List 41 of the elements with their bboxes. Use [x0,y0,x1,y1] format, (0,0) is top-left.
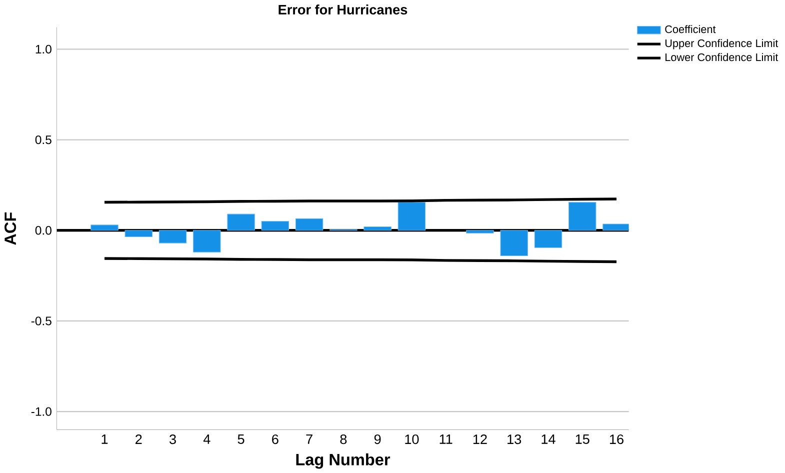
legend-label: Coefficient [665,25,716,33]
y-tick-label: 1.0 [36,44,52,54]
bar [466,230,494,234]
x-tick-label: 5 [238,434,244,444]
bar [158,230,187,244]
y-tick-label: 0.0 [35,226,52,235]
x-tick-label: 7 [306,434,312,444]
bar [124,230,152,237]
x-tick-label: 13 [508,434,522,444]
legend-label: Upper Confidence Limit [665,38,778,50]
x-tick-label: 10 [405,434,419,444]
x-tick-label: 16 [610,434,624,444]
bar [364,226,392,231]
x-tick-label: 6 [272,434,278,444]
x-tick-label: 15 [576,434,590,444]
x-tick-label: 3 [170,434,176,444]
bar [90,224,118,231]
bar [295,218,324,231]
bar [261,220,290,231]
x-tick-label: 9 [374,434,381,444]
bar [602,224,629,231]
chart-title: Error for Hurricanes [278,4,408,14]
x-tick-label: 14 [542,434,556,444]
bar [193,230,221,252]
bar [398,202,426,231]
x-tick-label: 2 [136,434,142,444]
x-tick-label: 4 [203,434,210,444]
bar [534,230,562,248]
x-tick-label: 8 [340,434,347,444]
bar [500,230,528,256]
y-axis-title: ACF [4,212,16,245]
bar [227,214,255,231]
x-axis-title: Lag Number [296,453,390,469]
y-tick-label: -1.0 [31,407,52,416]
y-tick-label: 0.5 [35,135,52,144]
x-tick-label: 11 [440,434,452,444]
x-tick-label: 1 [102,434,108,444]
bar [568,202,596,231]
x-tick-label: 12 [473,434,487,444]
legend-label: Lower Confidence Limit [666,52,778,61]
y-tick-label: -0.5 [31,316,52,326]
